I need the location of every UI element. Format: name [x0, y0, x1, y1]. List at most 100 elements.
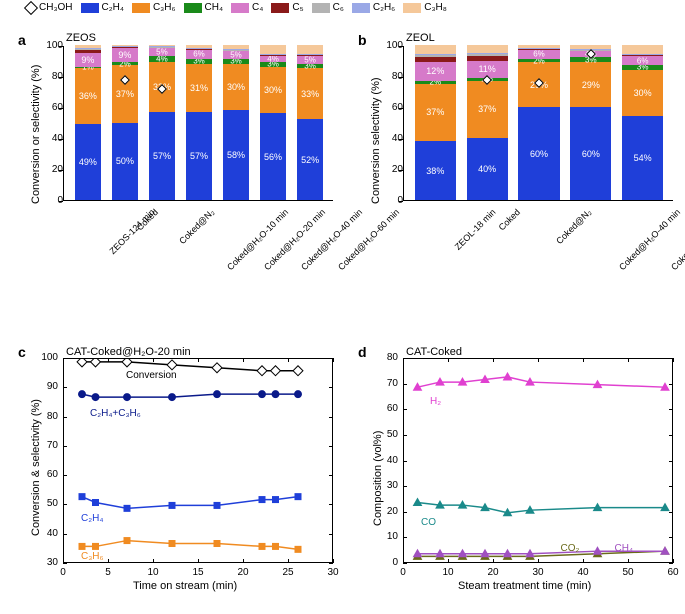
series-marker: [93, 543, 99, 549]
series-marker: [295, 494, 301, 500]
series-marker: [272, 391, 279, 398]
x-tick: 15: [188, 567, 208, 578]
panel-b-ylabel: Conversion selectivity (%): [370, 44, 382, 204]
x-tick: 30: [323, 567, 343, 578]
bar-segment: 4%: [260, 56, 286, 62]
bar-segment: 5%: [223, 51, 249, 59]
legend-label: C₆: [333, 2, 344, 13]
bar-segment: 37%: [112, 65, 138, 122]
series-label: CO₂: [561, 543, 580, 554]
series-marker: [93, 500, 99, 506]
bar-segment: [415, 57, 456, 62]
x-tick: Coked: [135, 207, 160, 232]
panel-c-chart: [63, 358, 333, 563]
panel-a-ylabel: Conversion or selectivity (%): [30, 44, 42, 204]
x-tick: ZEOL-18 min: [453, 207, 498, 252]
x-tick: 25: [278, 567, 298, 578]
y-tick: 50: [378, 429, 398, 440]
bar-segment: [518, 45, 559, 48]
bar-value: 5%: [156, 48, 168, 57]
bar-segment: 40%: [467, 138, 508, 200]
y-tick: 40: [38, 528, 58, 539]
bar-value: 40%: [478, 164, 496, 174]
bar-segment: 2%: [518, 59, 559, 62]
series-marker: [79, 543, 85, 549]
swatch-icon: [132, 3, 150, 13]
x-tick: 10: [438, 567, 458, 578]
series-label: Conversion: [126, 370, 177, 381]
panel-c-title: CAT-Coked@H₂O-20 min: [66, 346, 191, 358]
legend-label: C₃H₈: [424, 2, 447, 13]
legend: CH₃OHC₂H₄C₃H₆CH₄C₄C₅C₆C₂H₆C₃H₈: [26, 2, 666, 13]
diamond-icon: [24, 0, 38, 14]
y-tick: 30: [378, 480, 398, 491]
bar-segment: [467, 54, 508, 56]
series-marker: [77, 359, 87, 367]
bar-segment: 6%: [622, 56, 663, 65]
panel-b: b ZEOL 38%37%2%12%40%37%2%11%60%29%2%6%6…: [358, 28, 678, 288]
x-tick: 10: [143, 567, 163, 578]
panel-a: a ZEOS 49%36%1%9%50%37%2%9%57%32%4%5%57%…: [18, 28, 338, 288]
bar-segment: 49%: [75, 124, 101, 200]
bar-segment: [75, 50, 101, 53]
bar-segment: [112, 46, 138, 47]
panel-b-chart: 38%37%2%12%40%37%2%11%60%29%2%6%60%29%3%…: [403, 46, 673, 201]
y-tick: 10: [378, 531, 398, 542]
series-marker: [214, 391, 221, 398]
series-line: [418, 503, 666, 513]
swatch-icon: [184, 3, 202, 13]
panel-a-title: ZEOS: [66, 32, 96, 44]
legend-item: CH₃OH: [26, 2, 73, 13]
panel-b-label: b: [358, 32, 367, 48]
x-tick: Coked: [497, 207, 522, 232]
bar-segment: 36%: [75, 68, 101, 124]
series-label: CH₄: [615, 543, 634, 554]
x-tick: 50: [618, 567, 638, 578]
series-marker: [259, 497, 265, 503]
line-chart-svg: [64, 359, 334, 564]
bar-value: 29%: [582, 80, 600, 90]
bar-segment: 38%: [415, 141, 456, 200]
bar-value: 30%: [264, 85, 282, 95]
bar-stack: 60%29%2%6%: [518, 45, 559, 200]
bar-segment: 57%: [186, 112, 212, 200]
x-tick: Coked@N₂: [177, 207, 216, 246]
series-marker: [259, 543, 265, 549]
series-marker: [79, 391, 86, 398]
series-marker: [295, 546, 301, 552]
series-marker: [259, 391, 266, 398]
bar-segment: 9%: [112, 48, 138, 62]
y-tick: 70: [378, 378, 398, 389]
series-marker: [214, 502, 220, 508]
bar-segment: [149, 47, 175, 48]
series-marker: [414, 499, 422, 506]
panel-d-chart: [403, 358, 673, 563]
bar-segment: 58%: [223, 110, 249, 200]
bar-segment: 60%: [518, 107, 559, 200]
bar-segment: 3%: [186, 59, 212, 64]
bar-value: 60%: [530, 149, 548, 159]
bar-segment: 37%: [467, 81, 508, 138]
legend-item: CH₄: [184, 2, 224, 13]
bar-value: 37%: [426, 107, 444, 117]
series-label: C₂H₄+C₃H₆: [90, 408, 141, 419]
x-tick: Coked@H₂O-10 min: [225, 207, 290, 272]
panel-d: d CAT-Coked Composition (vol%) Steam tre…: [358, 340, 678, 600]
bar-segment: [186, 48, 212, 49]
bar-segment: 5%: [297, 56, 323, 64]
bar-value: 52%: [301, 155, 319, 165]
panel-c: c CAT-Coked@H₂O-20 min Conversion & sele…: [18, 340, 338, 600]
y-tick: 90: [38, 381, 58, 392]
legend-item: C₂H₆: [352, 2, 395, 13]
bar-segment: 30%: [622, 70, 663, 117]
series-marker: [124, 538, 130, 544]
legend-label: CH₃OH: [39, 2, 73, 13]
bar-value: 5%: [230, 51, 242, 60]
series-marker: [295, 391, 302, 398]
series-marker: [212, 363, 222, 373]
bar-value: 6%: [193, 50, 205, 59]
panel-c-label: c: [18, 344, 26, 360]
bar-value: 12%: [426, 66, 444, 76]
bar-stack: 58%30%3%5%: [223, 45, 249, 200]
bar-value: 30%: [634, 88, 652, 98]
